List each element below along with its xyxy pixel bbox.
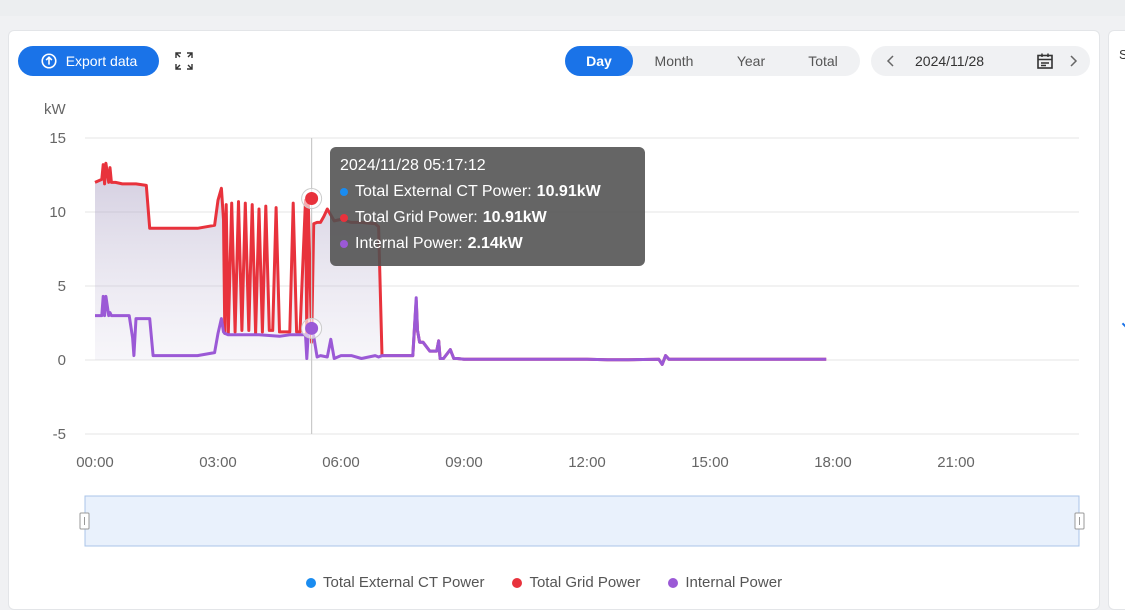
zoom-slider[interactable] [84,495,1080,547]
tooltip-row: Internal Power: 2.14kW [340,231,635,257]
tooltip-value: 10.91kW [536,183,601,200]
legend-item-external-ct[interactable]: Total External CT Power [306,574,484,591]
legend-label: Total Grid Power [529,574,641,591]
x-tick-label: 15:00 [691,454,729,471]
top-bar [0,0,1125,16]
tooltip-time: 2024/11/28 05:17:12 [340,157,486,174]
series-dot [340,214,348,222]
cursor-markers [301,188,323,339]
y-tick-label: 0 [58,352,66,369]
period-tabs: Day Month Year Total [565,46,860,76]
x-tick-label: 03:00 [199,454,237,471]
tooltip-row: Total External CT Power: 10.91kW [340,179,635,205]
legend-dot [306,577,316,588]
next-date-button[interactable] [1061,46,1085,76]
x-tick-label: 06:00 [322,454,360,471]
legend-item-internal[interactable]: Internal Power [668,574,782,591]
series-dot [340,188,348,196]
x-tick-label: 12:00 [568,454,606,471]
chart-tooltip: 2024/11/28 05:17:12 Total External CT Po… [330,147,645,266]
date-value[interactable]: 2024/11/28 [915,53,985,69]
fullscreen-icon[interactable] [174,51,194,71]
y-tick-label: -5 [53,426,66,443]
tab-month[interactable]: Month [654,53,694,69]
tooltip-value: 10.91kW [482,209,547,226]
calendar-icon[interactable] [1036,52,1054,70]
x-tick-label: 21:00 [937,454,975,471]
chevron-left-icon [886,55,894,67]
cursor-marker [305,321,319,335]
legend-label: Total External CT Power [323,574,485,591]
tooltip-label: Total External CT Power: [355,183,532,200]
tooltip-row: Total Grid Power: 10.91kW [340,205,635,231]
series-dot [340,240,348,248]
x-axis-ticks: 00:00 03:00 06:00 09:00 12:00 15:00 18:00 21:00 [76,454,975,471]
tooltip-label: Total Grid Power: [355,209,478,226]
export-data-button[interactable]: Export data [18,46,159,76]
side-panel-label: S [1119,47,1125,62]
series-group [94,161,827,366]
y-axis-ticks: -5 0 5 10 15 [49,130,66,443]
y-axis-label: kW [44,101,67,118]
y-tick-label: 10 [49,204,66,221]
y-tick-label: 5 [58,278,66,295]
side-panel: S [1108,30,1125,610]
tab-total[interactable]: Total [808,53,838,69]
x-tick-label: 00:00 [76,454,114,471]
series-line-internal-power [95,294,827,366]
upload-icon [41,53,57,69]
tooltip-label: Internal Power: [355,235,463,252]
legend-dot [512,577,523,588]
legend-label: Internal Power [685,574,783,591]
date-picker: 2024/11/28 [871,46,1090,76]
chevron-right-icon [1070,55,1078,67]
tooltip-value: 2.14kW [467,235,523,252]
x-tick-label: 09:00 [445,454,483,471]
previous-date-button[interactable] [879,46,903,76]
legend: Total External CT Power Total Grid Power… [306,574,782,591]
legend-item-grid[interactable]: Total Grid Power [512,574,640,591]
export-data-label: Export data [65,53,138,69]
x-tick-label: 18:00 [814,454,852,471]
tab-day[interactable]: Day [565,46,633,76]
tab-year[interactable]: Year [736,53,766,69]
power-chart: kW -5 0 5 10 15 00:00 03:00 06:00 09:00 12:00 15:… [44,101,1085,547]
y-tick-label: 15 [49,130,66,147]
legend-dot [668,577,679,588]
cursor-marker [305,192,319,206]
